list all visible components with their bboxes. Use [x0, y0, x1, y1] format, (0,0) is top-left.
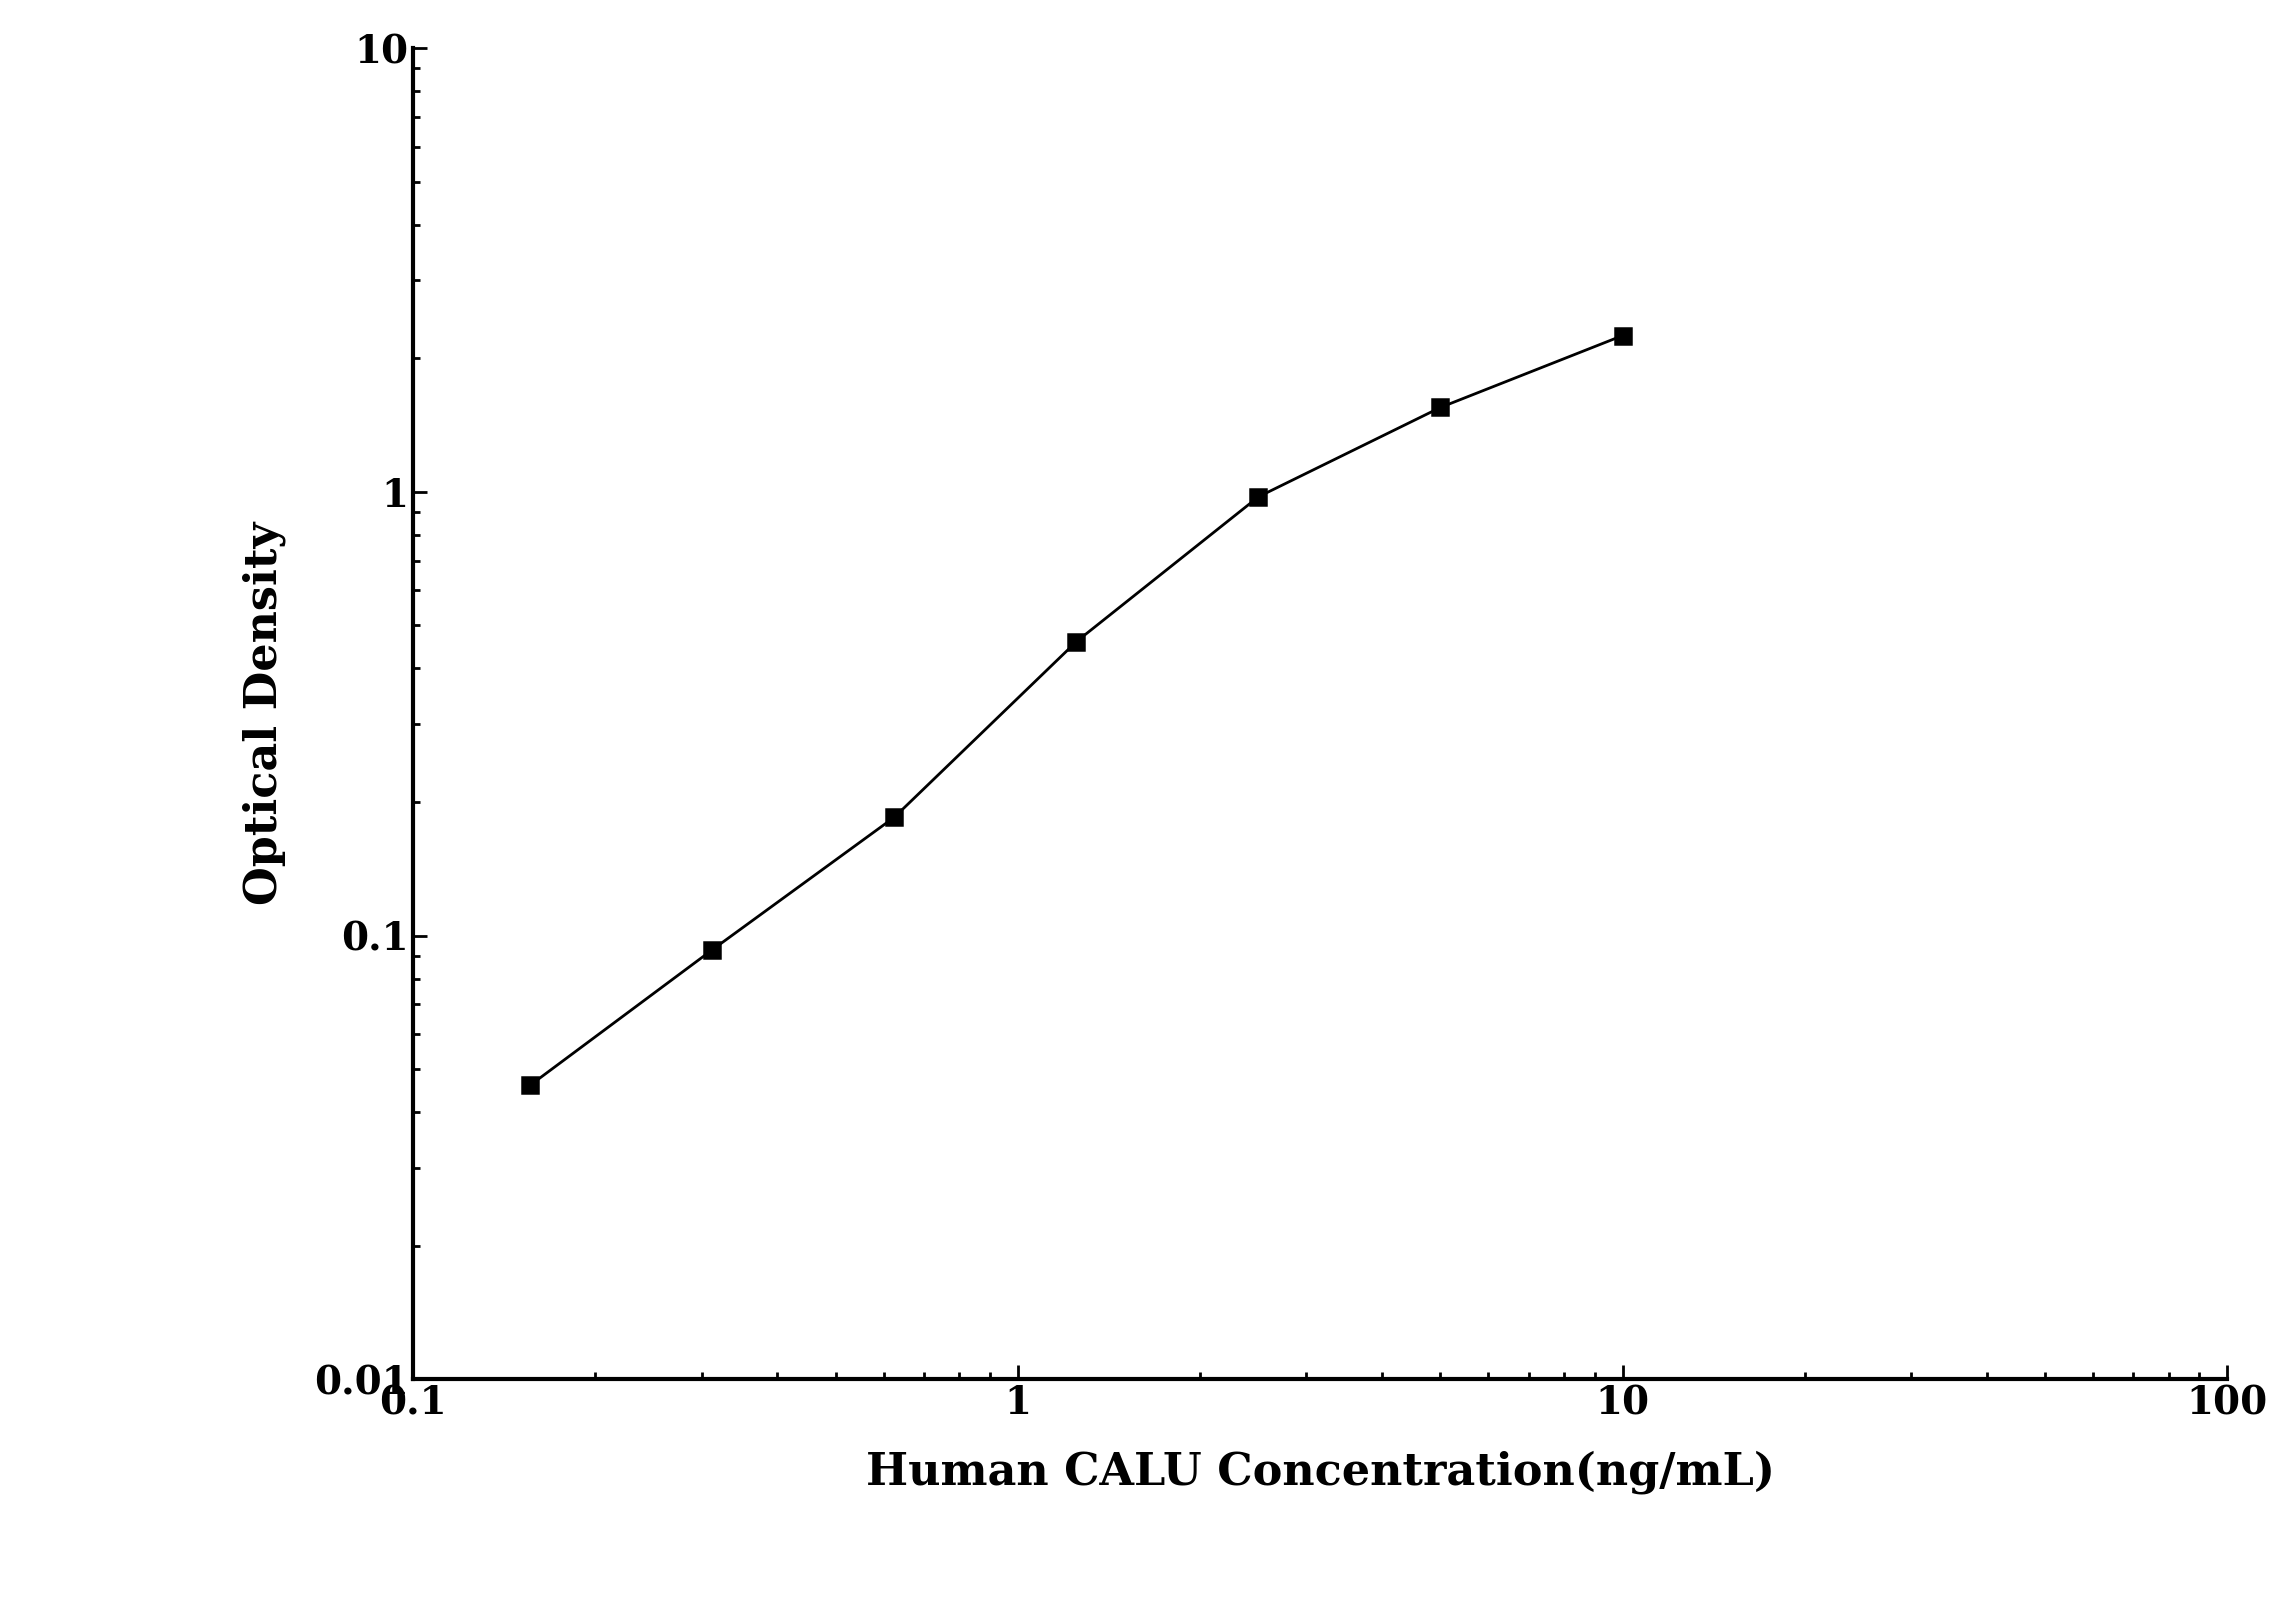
Y-axis label: Optical Density: Optical Density — [243, 523, 287, 905]
X-axis label: Human CALU Concentration(ng/mL): Human CALU Concentration(ng/mL) — [866, 1450, 1775, 1493]
